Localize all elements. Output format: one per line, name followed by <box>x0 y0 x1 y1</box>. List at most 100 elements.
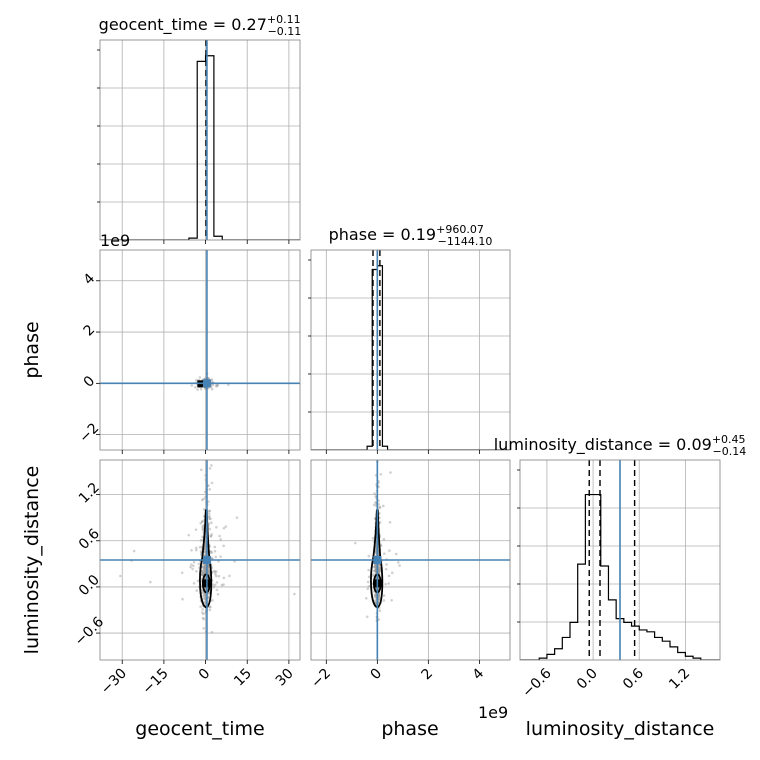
ytick-label-phase: 4 <box>81 270 99 288</box>
sample-point <box>378 609 382 613</box>
sample-point <box>211 583 215 586</box>
sample-point <box>367 568 370 572</box>
sample-point <box>366 587 370 591</box>
sample-point <box>196 579 200 583</box>
xtick-label-geocent_time: −30 <box>98 666 130 698</box>
sample-point <box>372 565 375 569</box>
sample-point <box>207 565 210 569</box>
sample-point <box>378 569 381 573</box>
sample-point <box>374 549 378 553</box>
xtick-label-geocent_time: −15 <box>140 666 172 698</box>
sample-point <box>203 564 206 568</box>
sample-point <box>293 592 296 596</box>
sample-point <box>199 539 203 542</box>
sample-point <box>371 537 375 540</box>
sample-point <box>220 583 224 587</box>
xtick-label-luminosity_distance: −0.6 <box>519 665 554 700</box>
sample-point <box>203 566 207 570</box>
xtick-label-phase: 4 <box>470 665 488 683</box>
sample-point <box>200 468 203 472</box>
sample-point <box>378 568 382 572</box>
sample-point <box>207 591 211 595</box>
title-main: phase = 0.19 <box>329 225 436 244</box>
sample-point <box>382 504 385 508</box>
axes-frame-phase-luminosity_distance <box>310 459 511 661</box>
sample-point <box>377 593 381 597</box>
sample-point <box>204 568 207 572</box>
title-sub: −0.11 <box>268 25 302 38</box>
sample-point <box>373 563 377 567</box>
sample-point <box>216 592 220 596</box>
sample-point <box>197 562 201 566</box>
sample-point <box>235 516 239 519</box>
sample-point <box>387 574 391 578</box>
sample-point <box>384 567 388 571</box>
xtick-label-phase: 0 <box>368 666 386 684</box>
axes-frame-phase <box>310 249 511 451</box>
sample-point <box>214 555 218 559</box>
sample-point <box>149 580 152 584</box>
sample-point <box>364 596 368 600</box>
sample-point <box>203 600 206 604</box>
sample-point <box>388 521 392 524</box>
ytick-label-luminosity_distance: −0.6 <box>72 614 107 649</box>
xtick-label-geocent_time: 30 <box>273 666 297 690</box>
sample-point <box>378 566 381 570</box>
sample-point <box>208 608 212 612</box>
sample-point <box>377 594 381 597</box>
sample-point <box>201 528 205 532</box>
sample-point <box>217 574 221 578</box>
title-sub: −0.14 <box>713 445 747 458</box>
offset-label-phase-x: 1e9 <box>478 703 508 722</box>
sample-point <box>201 524 205 528</box>
sample-point <box>210 481 214 485</box>
sample-point <box>203 565 207 569</box>
sample-point <box>208 488 212 491</box>
sample-point <box>209 535 213 538</box>
sample-point <box>396 561 400 564</box>
sample-point <box>201 616 205 620</box>
sample-point <box>209 549 212 553</box>
histogram-phase <box>311 265 510 450</box>
sample-point <box>222 544 225 548</box>
sample-point <box>214 574 218 578</box>
sample-point <box>373 593 377 597</box>
sample-point <box>373 595 377 599</box>
sample-point <box>200 498 204 502</box>
title-sup: +0.45 <box>712 433 746 446</box>
sample-point <box>210 533 214 536</box>
sample-point <box>199 521 203 525</box>
sample-point <box>228 574 231 578</box>
y-axis-label-luminosity_distance: luminosity_distance <box>21 466 43 655</box>
axes-frame-geocent_time <box>99 39 301 241</box>
x-axis-label-geocent_time: geocent_time <box>135 718 264 740</box>
sample-point <box>201 526 204 529</box>
sample-point <box>377 596 381 599</box>
sample-point <box>208 517 211 521</box>
sample-point <box>215 581 219 584</box>
sample-point <box>224 525 228 528</box>
sample-point <box>201 612 205 616</box>
sample-point <box>382 537 386 541</box>
sample-point <box>213 549 217 553</box>
sample-point <box>374 501 377 504</box>
sample-point <box>219 538 223 541</box>
sample-point <box>378 570 381 573</box>
panel-title-phase: phase = 0.19+960.07 −1144.10 <box>329 223 493 248</box>
sample-point <box>203 567 206 571</box>
x-axis-label-luminosity_distance: luminosity_distance <box>526 718 715 740</box>
sample-point <box>202 571 206 575</box>
sample-point <box>204 577 207 580</box>
sample-point <box>211 383 215 387</box>
sample-point <box>388 549 391 552</box>
sample-point <box>210 556 214 560</box>
sample-point <box>204 564 207 567</box>
panel-title-luminosity_distance: luminosity_distance = 0.09+0.45 −0.14 <box>494 433 747 458</box>
sample-point <box>187 533 190 537</box>
sample-point <box>222 527 226 530</box>
sample-point <box>373 565 377 569</box>
sample-point <box>210 551 214 554</box>
sample-point <box>373 563 377 567</box>
panel-phase-luminosity_distance <box>311 460 510 660</box>
sample-point <box>203 565 206 568</box>
